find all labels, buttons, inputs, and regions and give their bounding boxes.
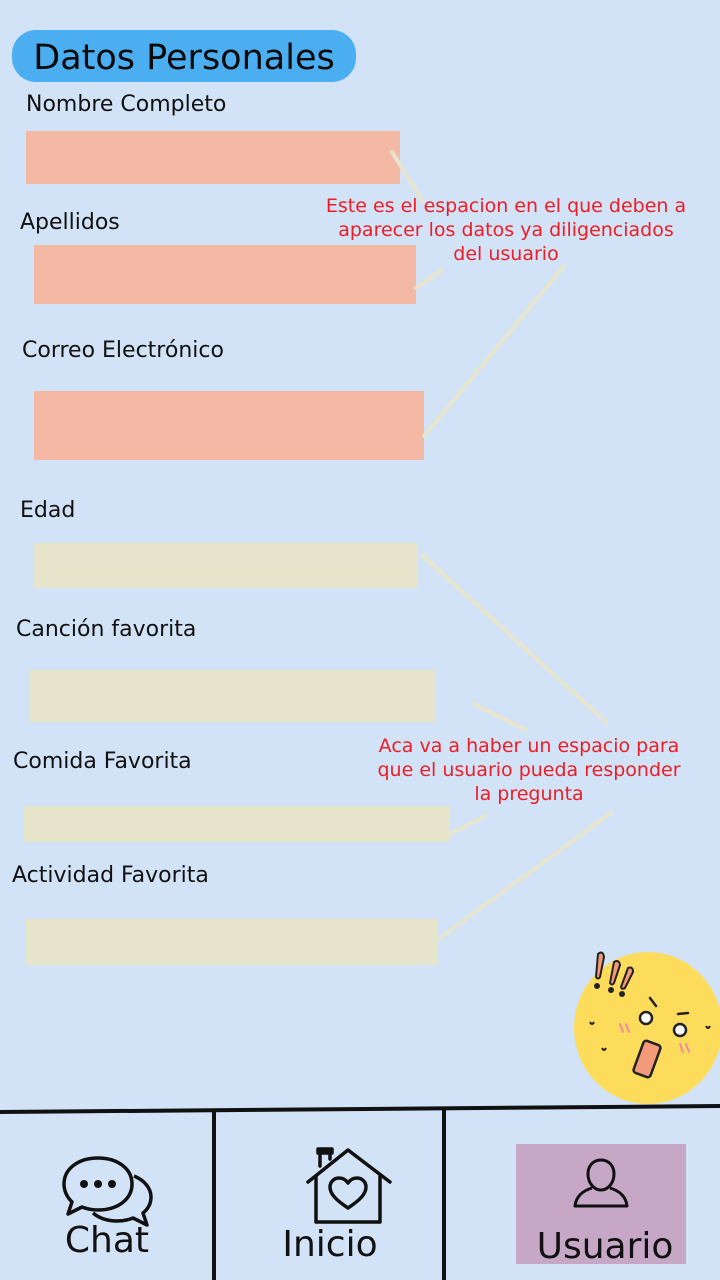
label-edad: Edad xyxy=(20,498,76,523)
edad-input[interactable] xyxy=(34,543,418,588)
user-icon xyxy=(573,1158,629,1208)
filled-note-line-2: aparecer los datos ya diligenciados xyxy=(338,219,674,241)
empty-note-line-2: que el usuario pueda responder xyxy=(377,759,681,781)
bottom-nav-divider-lines xyxy=(0,1104,720,1280)
actividad-favorita-input[interactable] xyxy=(26,919,438,965)
nav-tab-usuario[interactable]: Usuario xyxy=(516,1144,686,1267)
label-apellidos: Apellidos xyxy=(20,210,120,235)
nav-tab-chat[interactable]: Chat xyxy=(0,1116,214,1280)
label-actividad-favorita: Actividad Favorita xyxy=(12,863,209,888)
filled-fields-note: Este es el espacion en el que deben a ap… xyxy=(300,194,712,266)
correo-electronico-value xyxy=(34,391,424,460)
nav-tab-inicio[interactable]: Inicio xyxy=(216,1116,444,1280)
empty-note-line-3: la pregunta xyxy=(474,783,584,805)
nav-label-inicio: Inicio xyxy=(282,1224,378,1265)
nav-label-chat: Chat xyxy=(64,1220,150,1261)
chat-bubbles-icon xyxy=(62,1156,153,1227)
filled-note-line-3: del usuario xyxy=(453,243,559,265)
empty-fields-note: Aca va a haber un espacio para que el us… xyxy=(356,734,702,806)
comida-favorita-input[interactable] xyxy=(24,806,450,842)
empty-note-line-1: Aca va a haber un espacio para xyxy=(378,735,680,757)
surprised-emoji-icon xyxy=(574,951,720,1104)
nav-label-usuario: Usuario xyxy=(536,1226,674,1267)
label-nombre-completo: Nombre Completo xyxy=(26,92,227,117)
page-title: Datos Personales xyxy=(12,30,356,82)
label-comida-favorita: Comida Favorita xyxy=(13,749,192,774)
nombre-completo-value xyxy=(26,131,400,184)
home-heart-icon xyxy=(306,1147,392,1224)
cancion-favorita-input[interactable] xyxy=(30,670,436,722)
filled-note-line-1: Este es el espacion en el que deben a xyxy=(325,195,687,217)
label-correo-electronico: Correo Electrónico xyxy=(22,338,224,363)
apellidos-value xyxy=(34,245,416,304)
label-cancion-favorita: Canción favorita xyxy=(16,617,197,642)
